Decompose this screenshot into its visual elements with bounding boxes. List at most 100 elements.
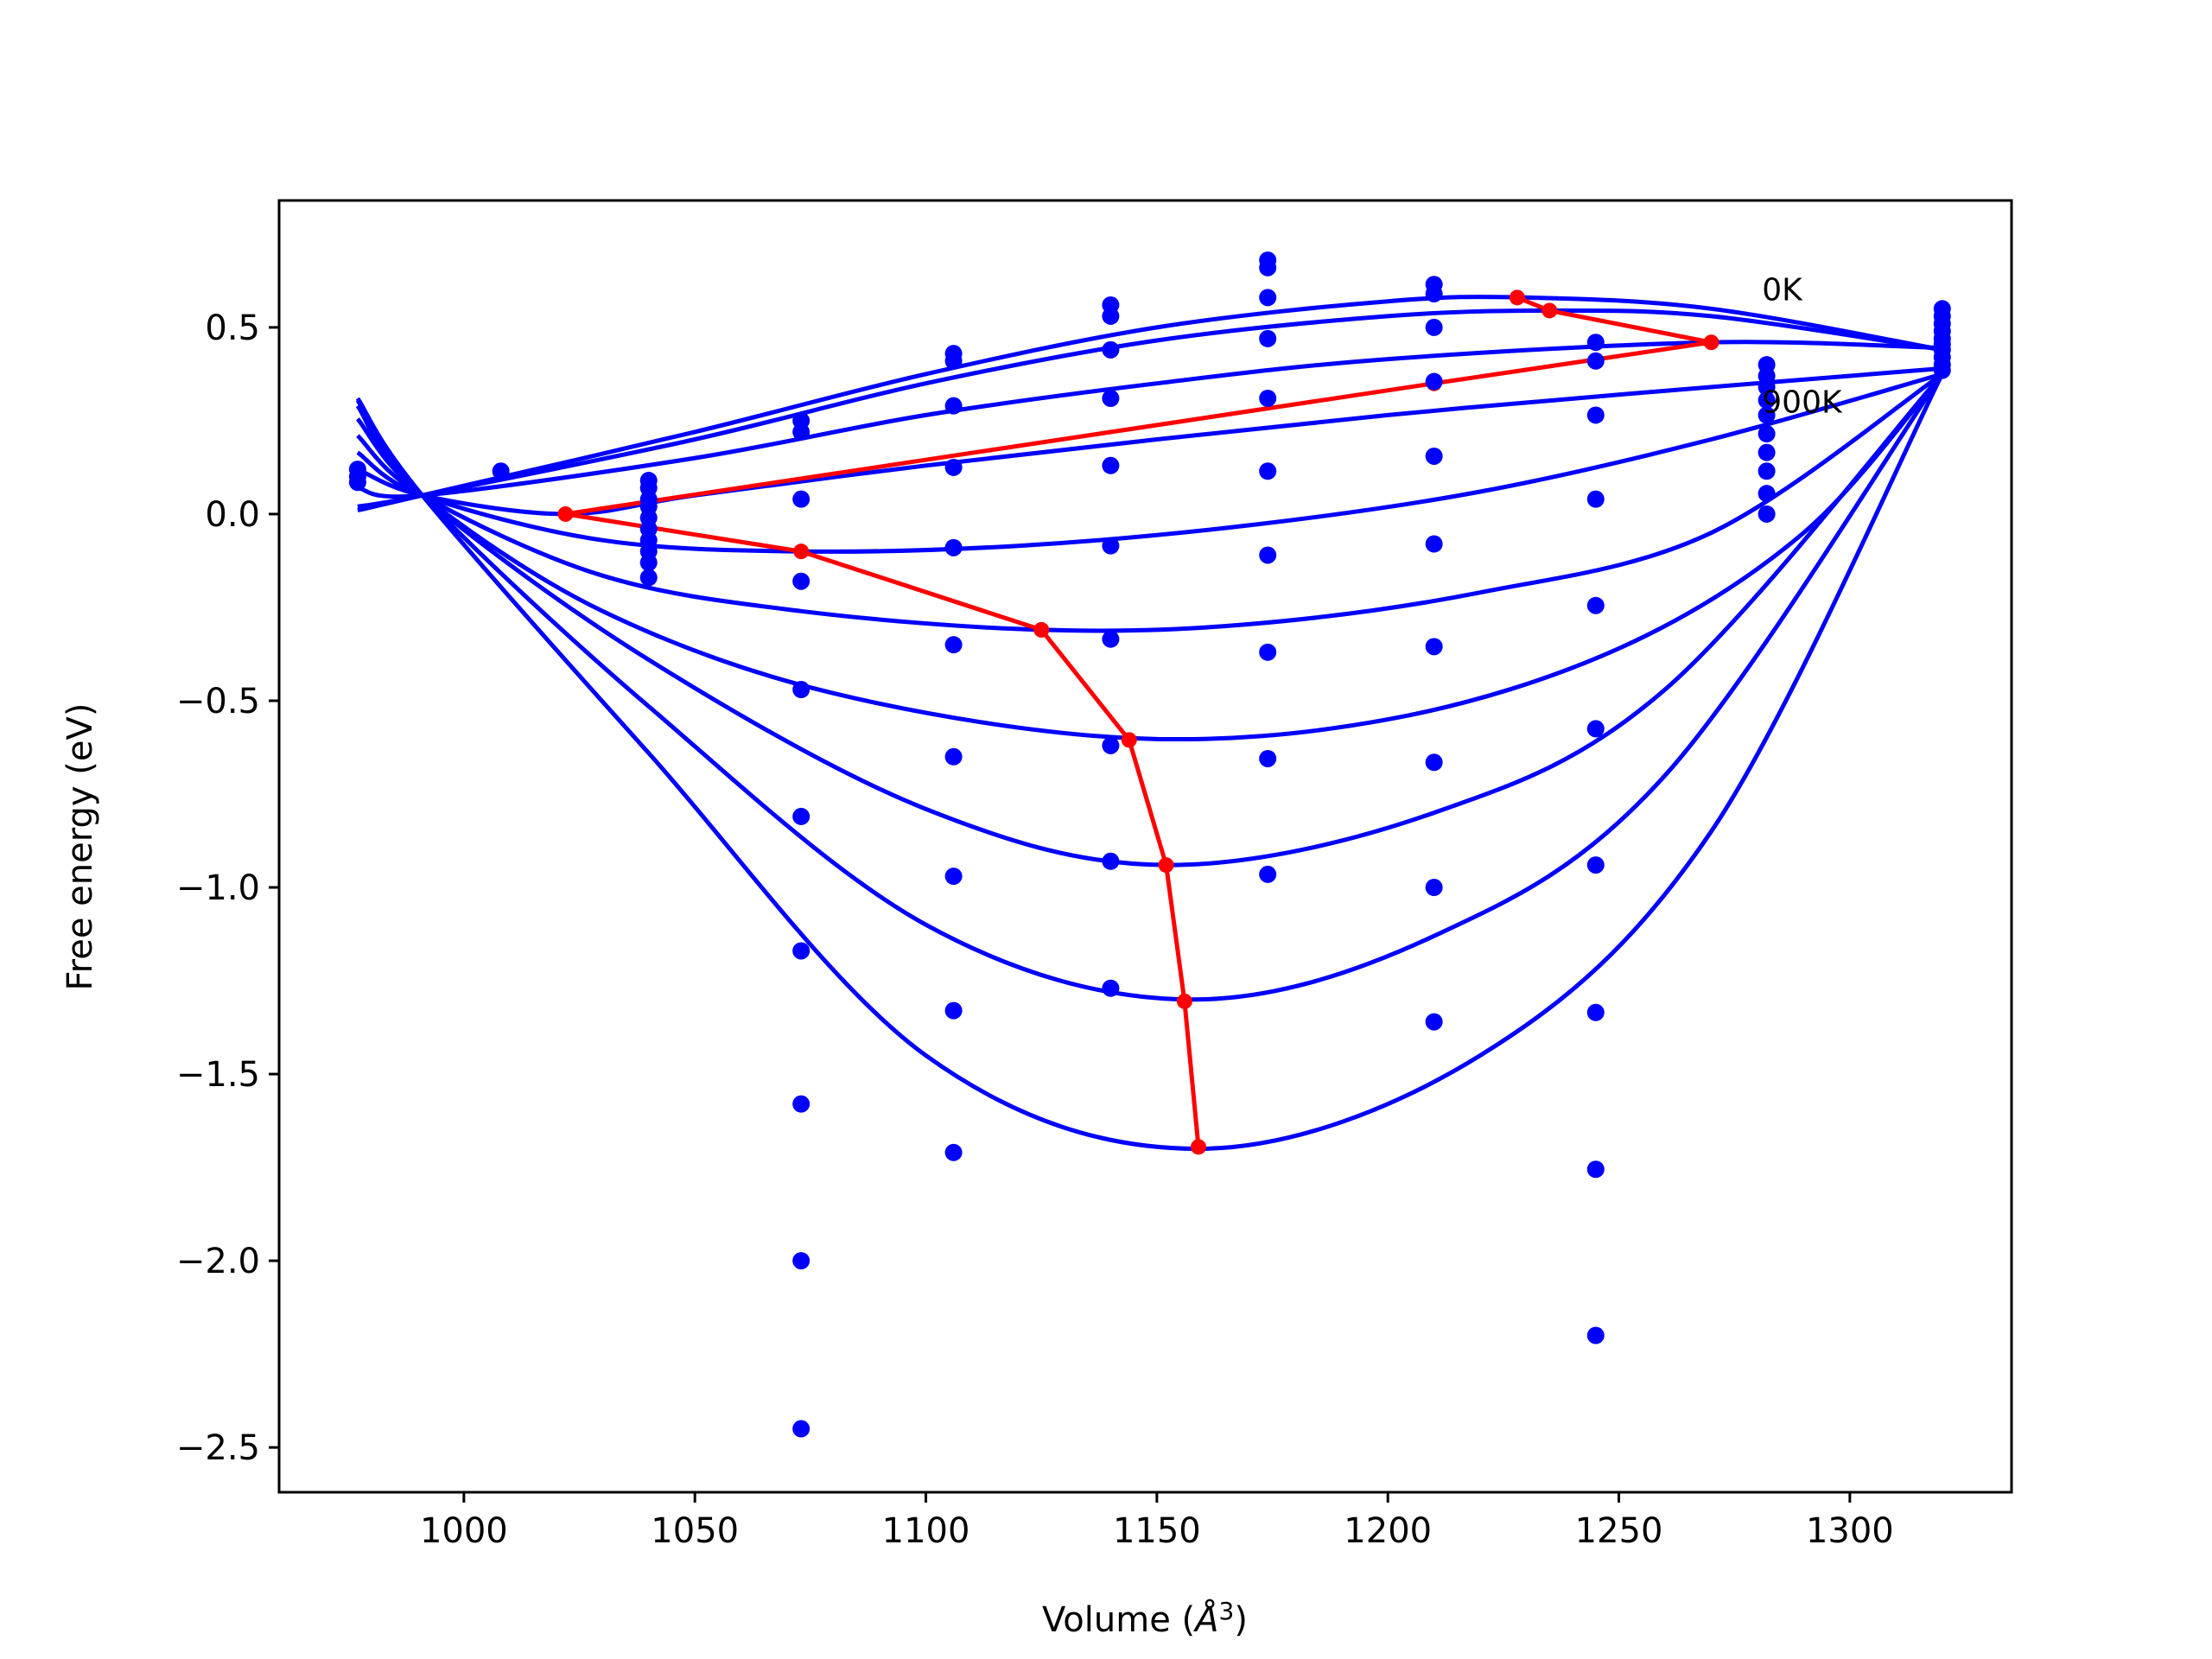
data-point [1425,372,1443,391]
data-point [1102,979,1120,997]
minimum-point [1190,1139,1206,1155]
data-point [944,636,963,654]
data-point [792,490,810,508]
annotation-label: 0K [1762,273,1803,308]
minimum-point [1176,993,1192,1009]
data-point [1102,630,1120,648]
data-point [1102,537,1120,555]
data-point [639,554,658,572]
y-tick-label: 0.0 [205,495,260,535]
minimum-point [557,505,574,522]
data-point [1586,596,1605,614]
data-point [944,458,963,476]
data-point [1586,406,1605,424]
x-tick-label: 1100 [882,1511,970,1551]
data-point [1102,340,1120,359]
data-point [1586,1003,1605,1021]
data-points [348,251,1951,1438]
data-point [792,807,810,825]
data-point [1425,447,1443,465]
data-point [1259,329,1277,347]
data-point [1758,391,1776,410]
fit-curve-4 [356,372,1943,554]
data-point [1586,1326,1605,1344]
y-tick-label: 0.5 [205,308,260,348]
data-point [1259,258,1277,276]
x-tick-label: 1300 [1806,1511,1894,1551]
data-point [792,1252,810,1270]
data-point [1758,425,1776,443]
minimum-path-line [565,295,1712,1147]
data-point [1586,720,1605,738]
data-point [1102,852,1120,870]
data-point [1758,378,1776,397]
data-point [1259,643,1277,661]
fit-curves [355,295,1945,1152]
x-tick-label: 1000 [420,1511,508,1551]
data-point [1102,736,1120,754]
data-point [1259,289,1277,307]
data-point [1259,865,1277,883]
minimum-point [1509,289,1525,306]
fit-curve-1 [357,308,1943,509]
data-point [1259,546,1277,564]
data-point [1425,535,1443,553]
fit-curve-3 [356,365,1943,517]
data-point [944,352,963,370]
plot-frame [277,199,2013,1494]
minimum-point [1703,334,1719,351]
data-point [1933,361,1951,379]
minimum-path [557,289,1719,1155]
data-point [792,423,810,441]
data-point [792,1420,810,1438]
data-point [944,1143,963,1161]
data-point [1259,390,1277,408]
minimum-point [1121,732,1137,748]
x-axis-ticks: 1000 1050 1100 1150 1200 1250 1300 [420,1492,1894,1551]
y-tick-label: −1.5 [176,1055,260,1095]
data-point [1586,1160,1605,1179]
data-point [944,538,963,556]
minimum-point [1033,621,1050,638]
fit-curve-8 [355,372,1944,1002]
fit-curve-9 [355,372,1945,1152]
minimum-point [1541,302,1558,319]
fit-curve-7 [355,372,1944,868]
data-point [1425,285,1443,303]
data-point [1425,638,1443,656]
data-point [792,942,810,960]
fit-curve-0 [357,295,1943,513]
data-point [348,461,366,479]
x-tick-label: 1150 [1113,1511,1201,1551]
y-tick-label: −2.5 [176,1428,260,1468]
data-point [1102,307,1120,325]
data-point [1425,753,1443,772]
data-point [1586,334,1605,352]
data-point [792,572,810,590]
data-point [492,462,510,480]
fit-curve-6 [355,372,1944,742]
data-point [639,569,658,587]
x-tick-label: 1050 [651,1511,739,1551]
data-point [1586,352,1605,370]
minimum-point [793,543,810,560]
x-tick-label: 1250 [1575,1511,1663,1551]
data-point [1586,856,1605,874]
y-tick-label: −2.0 [176,1242,260,1281]
data-point [792,681,810,699]
data-point [1758,485,1776,503]
data-point [1758,462,1776,480]
data-point [944,868,963,886]
y-axis-ticks: 0.5 0.0 −0.5 −1.0 −1.5 −2.0 −2.5 [176,308,279,1468]
data-point [944,747,963,766]
data-point [1102,456,1120,474]
annotation-label: 900K [1762,385,1843,420]
y-tick-label: −0.5 [176,682,260,721]
data-point [1758,443,1776,461]
data-point [792,1095,810,1113]
data-point [944,1001,963,1020]
data-point [1102,390,1120,408]
data-point [1586,490,1605,508]
y-axis-label: Free energy (eV) [60,703,100,991]
data-point [944,397,963,415]
